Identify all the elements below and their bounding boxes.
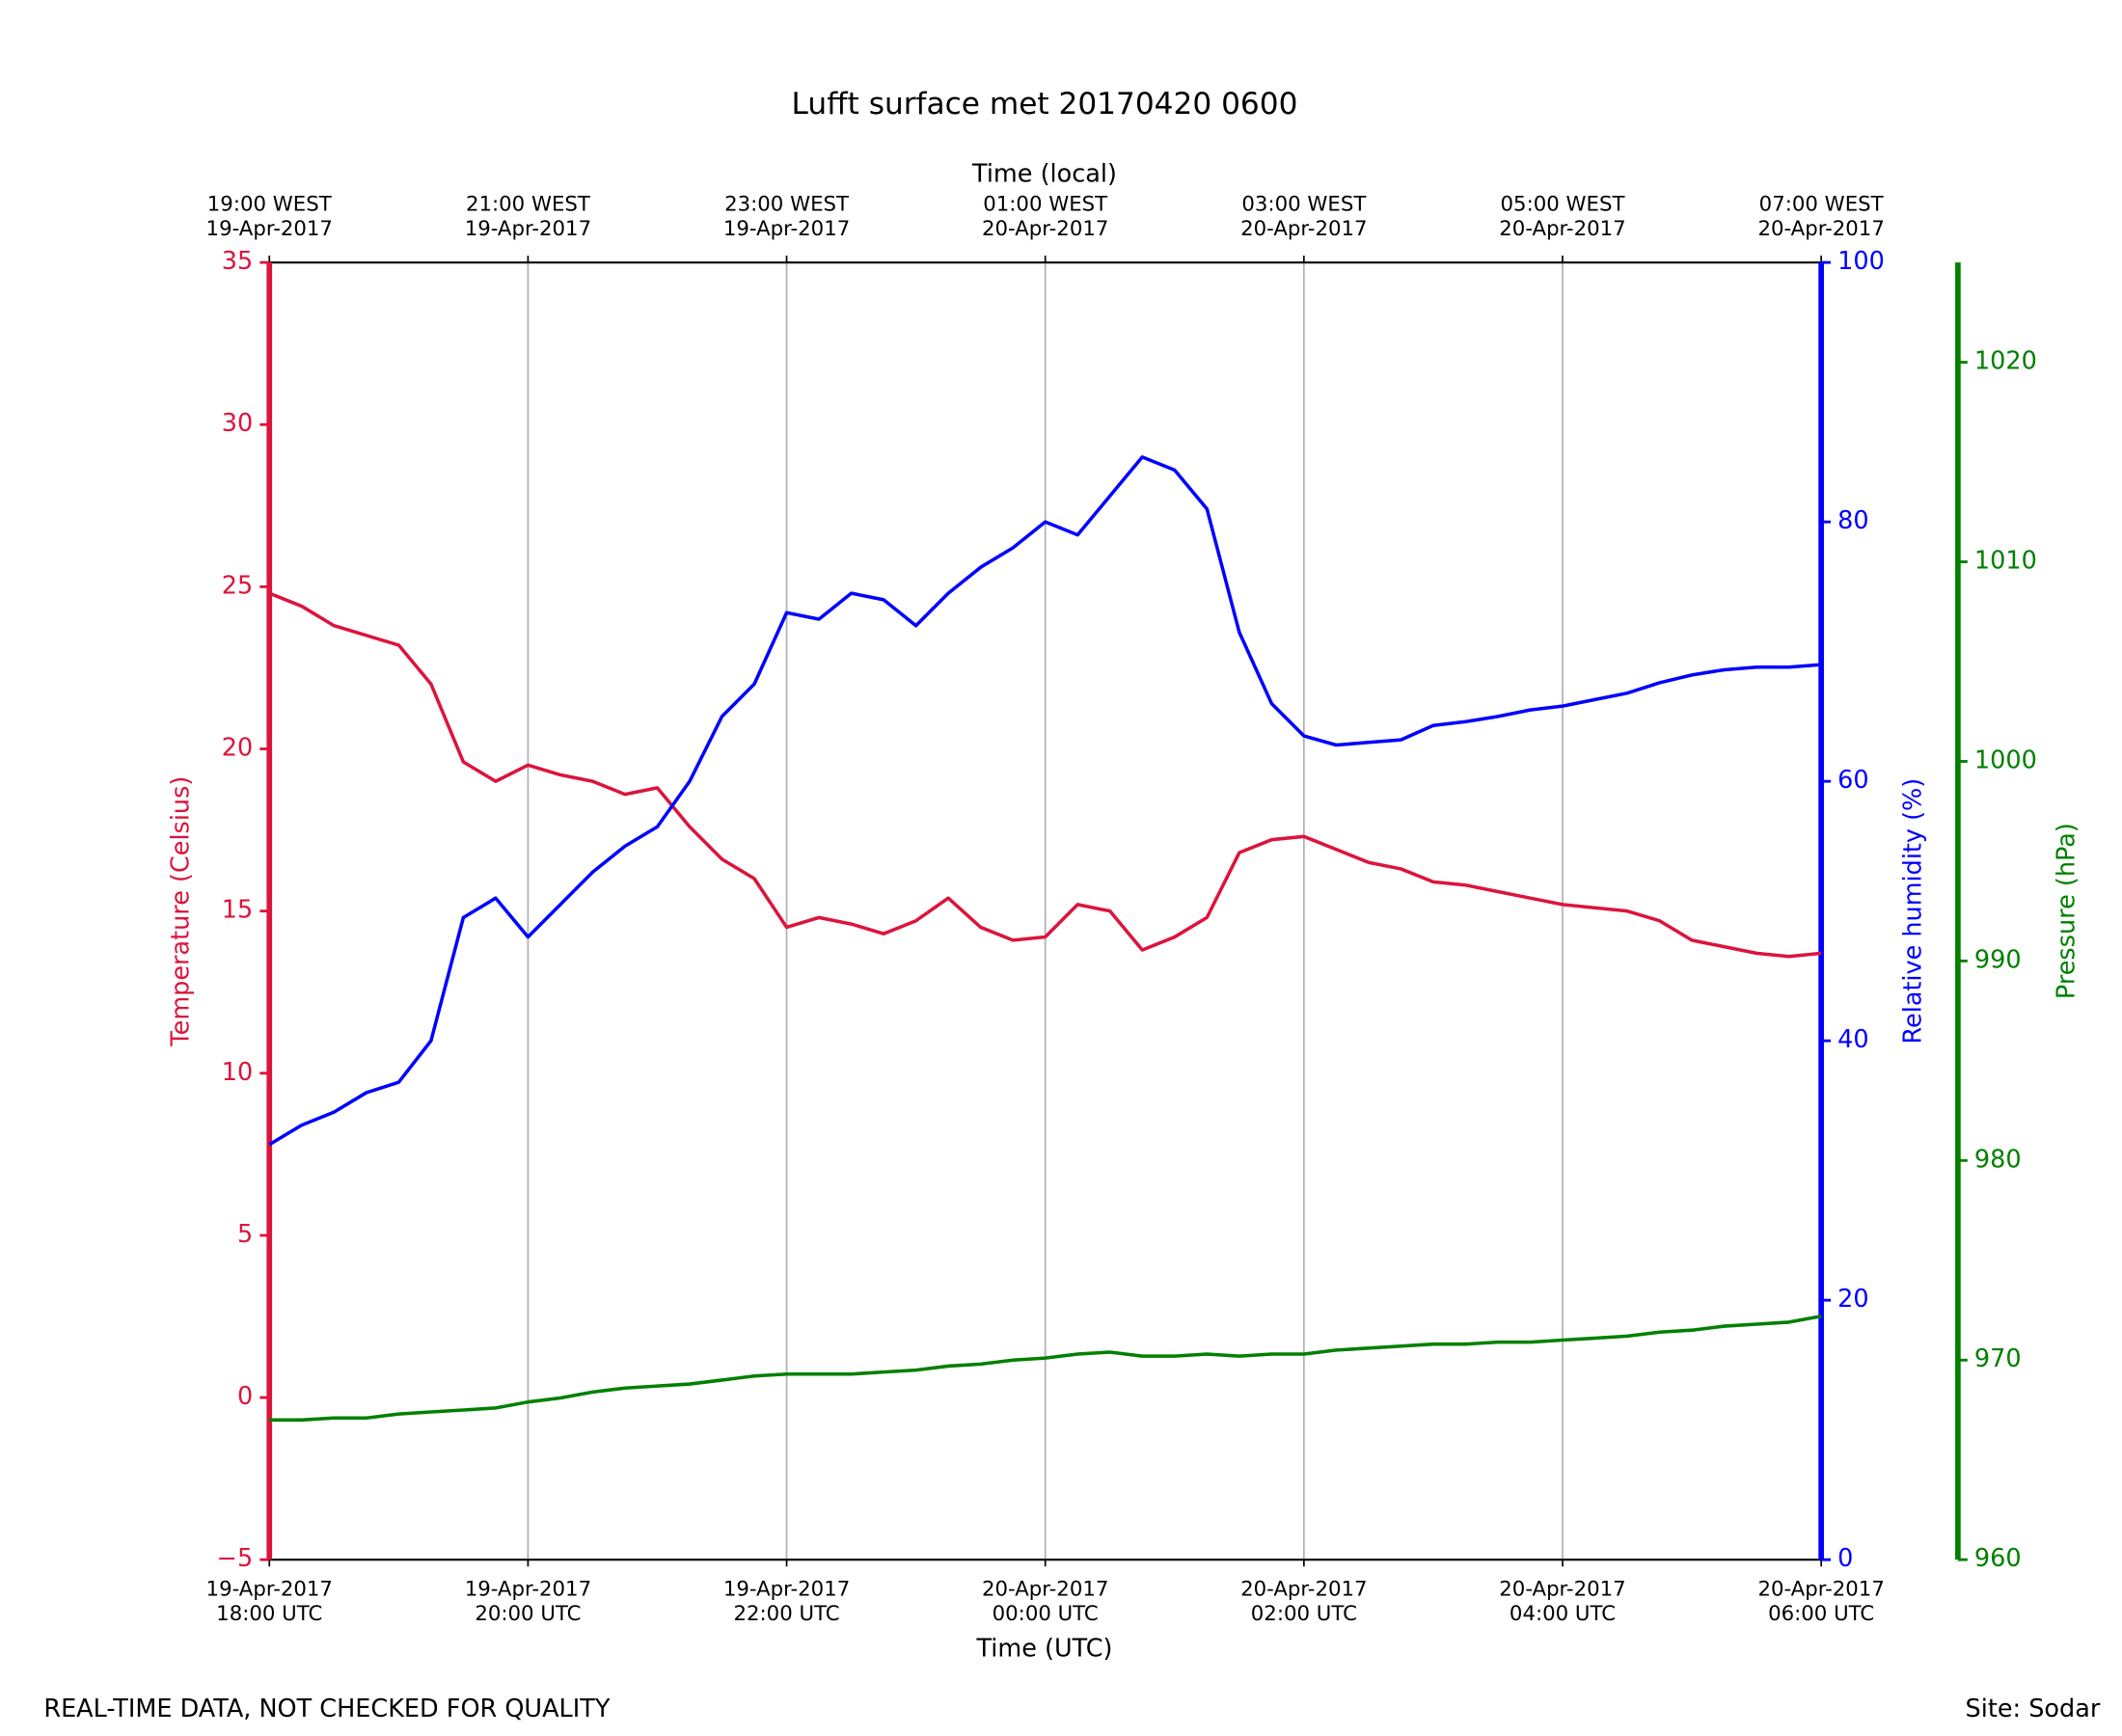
x-tick-label: 19-Apr-2017 18:00 UTC xyxy=(206,1577,333,1626)
series-line xyxy=(268,455,1822,1147)
y-tick-label: 35 xyxy=(222,247,253,276)
y3-axis-label: Pressure (hPa) xyxy=(2052,823,2081,999)
y2-tick-label: 80 xyxy=(1837,506,1868,535)
y3-tick-label: 1020 xyxy=(1974,347,2037,376)
chart-title: Lufft surface met 20170420 0600 xyxy=(792,87,1298,122)
y-tick-label: 0 xyxy=(237,1382,253,1411)
series-line xyxy=(268,591,1822,959)
x2-tick-label: 01:00 WEST 20-Apr-2017 xyxy=(982,193,1108,242)
y-tick-label: 5 xyxy=(237,1220,253,1249)
series-line xyxy=(269,1314,1822,1423)
y-tick-label: 10 xyxy=(222,1058,253,1087)
y3-tick-label: 980 xyxy=(1974,1145,2022,1174)
x-tick-label: 20-Apr-2017 06:00 UTC xyxy=(1757,1577,1884,1626)
x2-tick-label: 21:00 WEST 19-Apr-2017 xyxy=(465,193,591,242)
x2-tick-label: 05:00 WEST 20-Apr-2017 xyxy=(1499,193,1625,242)
x2-tick-label: 19:00 WEST 19-Apr-2017 xyxy=(206,193,333,242)
y3-tick-label: 970 xyxy=(1974,1344,2022,1373)
y-tick-label: 30 xyxy=(222,409,253,438)
y-tick-label: −5 xyxy=(217,1544,254,1573)
x-tick-label: 20-Apr-2017 00:00 UTC xyxy=(982,1577,1108,1626)
y3-tick-label: 990 xyxy=(1974,945,2022,974)
y-tick-label: 20 xyxy=(222,734,253,763)
y-tick-label: 15 xyxy=(222,896,253,925)
footer-note: REAL-TIME DATA, NOT CHECKED FOR QUALITY xyxy=(43,1695,610,1723)
x-tick-label: 19-Apr-2017 22:00 UTC xyxy=(723,1577,850,1626)
x2-axis-label: Time (local) xyxy=(971,159,1117,188)
x-tick-label: 20-Apr-2017 02:00 UTC xyxy=(1240,1577,1367,1626)
y3-tick-label: 1000 xyxy=(1974,746,2037,774)
x-tick-label: 20-Apr-2017 04:00 UTC xyxy=(1499,1577,1625,1626)
x-tick-label: 19-Apr-2017 20:00 UTC xyxy=(465,1577,591,1626)
y2-axis-label: Relative humidity (%) xyxy=(1899,778,1928,1044)
y2-tick-label: 100 xyxy=(1837,247,1885,276)
y2-tick-label: 0 xyxy=(1837,1544,1853,1573)
x2-tick-label: 03:00 WEST 20-Apr-2017 xyxy=(1240,193,1367,242)
y2-tick-label: 40 xyxy=(1837,1025,1868,1054)
y2-tick-label: 20 xyxy=(1837,1285,1868,1314)
x2-tick-label: 07:00 WEST 20-Apr-2017 xyxy=(1757,193,1884,242)
footer-site: Site: Sodar xyxy=(1966,1695,2101,1723)
y3-tick-label: 1010 xyxy=(1974,547,2037,576)
x2-tick-label: 23:00 WEST 19-Apr-2017 xyxy=(723,193,850,242)
y-axis-label: Temperature (Celsius) xyxy=(167,776,196,1047)
y-tick-label: 25 xyxy=(222,571,253,600)
y2-tick-label: 60 xyxy=(1837,766,1868,795)
y3-tick-label: 960 xyxy=(1974,1544,2022,1573)
x-axis-label: Time (UTC) xyxy=(976,1635,1113,1664)
